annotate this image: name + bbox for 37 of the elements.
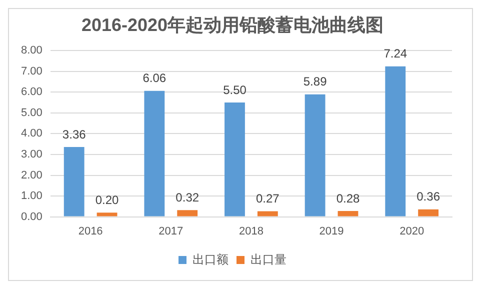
y-tick-label: 0.00 xyxy=(20,210,42,223)
x-tick-label: 2018 xyxy=(238,225,264,238)
y-tick-label: 3.00 xyxy=(20,148,42,161)
y-tick-label: 2.00 xyxy=(20,169,42,182)
bar xyxy=(96,212,118,216)
data-label: 0.32 xyxy=(176,190,200,204)
data-label: 0.27 xyxy=(256,192,280,206)
data-label: 0.28 xyxy=(336,191,360,206)
data-label: 5.89 xyxy=(303,74,328,89)
bar xyxy=(418,209,439,216)
y-tick-label: 4.00 xyxy=(20,128,42,140)
y-tick-label: 7.00 xyxy=(20,65,42,78)
data-label: 0.20 xyxy=(95,192,120,207)
legend-label: 出口额 xyxy=(192,252,228,266)
bar xyxy=(64,146,84,216)
data-label: 5.50 xyxy=(223,82,247,97)
bar xyxy=(338,210,358,216)
x-tick-label: 2020 xyxy=(400,225,424,238)
bar xyxy=(257,211,278,216)
data-label: 6.06 xyxy=(142,71,166,86)
data-label: 7.24 xyxy=(384,46,408,61)
x-tick-label: 2017 xyxy=(158,225,184,238)
y-tick-label: 1.00 xyxy=(20,190,42,202)
data-label: 0.36 xyxy=(416,190,440,204)
legend-label: 出口量 xyxy=(250,252,286,266)
y-tick-label: 5.00 xyxy=(20,106,42,119)
x-tick-label: 2019 xyxy=(319,225,344,238)
y-tick-label: 6.00 xyxy=(20,86,42,98)
chart-title: 2016-2020年起动用铅酸蓄电池曲线图 xyxy=(81,14,384,35)
bar xyxy=(385,66,406,216)
bar xyxy=(177,210,198,216)
bar xyxy=(144,90,165,216)
bar xyxy=(224,102,245,216)
data-label: 3.36 xyxy=(62,127,86,142)
x-tick-label: 2016 xyxy=(78,225,103,238)
bar xyxy=(304,94,326,216)
y-tick-label: 8.00 xyxy=(20,44,42,57)
